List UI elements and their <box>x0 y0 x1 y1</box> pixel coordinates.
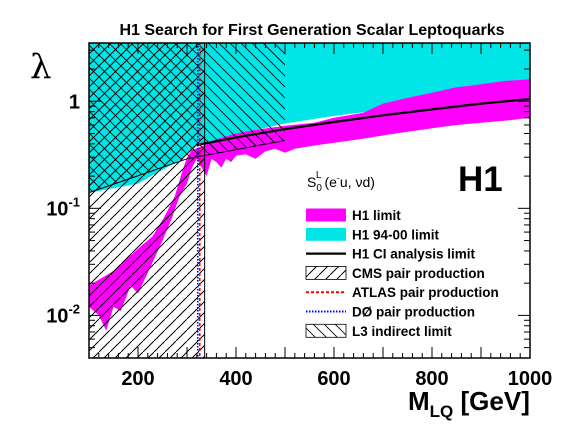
legend-label: L3 indirect limit <box>352 324 452 339</box>
legend-item-d-pair-production: DØ pair production <box>306 305 475 320</box>
x-tick-label: 400 <box>219 368 252 390</box>
legend-label: CMS pair production <box>352 266 485 281</box>
y-tick-label-base: 10 <box>46 305 68 327</box>
plot-area <box>89 43 530 358</box>
x-tick-label: 800 <box>415 368 448 390</box>
process-label-sub: 0 <box>316 183 322 194</box>
chart-title: H1 Search for First Generation Scalar Le… <box>119 22 504 39</box>
y-axis-label: λ <box>30 47 52 87</box>
y-tick-label-exp: -2 <box>68 301 80 316</box>
x-axis-label-sub: LQ <box>430 402 454 421</box>
legend: H1 limit H1 94-00 limit H1 CI analysis lim… <box>305 208 499 339</box>
x-tick-label: 1000 <box>508 368 553 390</box>
legend-item-l3-indirect-limit: L3 indirect limit <box>305 323 452 339</box>
legend-label: H1 limit <box>352 208 401 223</box>
legend-item-h1-limit: H1 limit <box>306 208 401 223</box>
legend-item-atlas-pair-production: ATLAS pair production <box>306 285 499 300</box>
y-tick-label-base: 10 <box>46 198 68 220</box>
legend-swatch <box>305 323 347 338</box>
legend-swatch <box>305 265 347 280</box>
legend-item-h1-94-00-limit: H1 94-00 limit <box>306 227 440 242</box>
x-axis-label-main: M <box>408 386 430 416</box>
legend-label: ATLAS pair production <box>352 285 499 300</box>
y-tick-label: 1 <box>69 91 80 113</box>
series-h1-limit-band <box>89 79 530 331</box>
legend-swatch <box>306 208 346 222</box>
series-l3-boundary <box>89 140 286 194</box>
legend-item-cms-pair-production: CMS pair production <box>305 265 485 281</box>
process-label-s: S <box>307 174 316 190</box>
axis-ticks <box>88 43 531 359</box>
process-label-em: - <box>337 173 340 183</box>
process-label-args: (e <box>324 174 337 190</box>
y-tick-label: 10-1 <box>46 194 80 220</box>
legend-label: H1 94-00 limit <box>352 227 440 242</box>
legend-item-h1-ci-analysis-limit: H1 CI analysis limit <box>306 247 476 262</box>
series-h1-ci-line <box>196 97 530 147</box>
x-tick-label: 600 <box>317 368 350 390</box>
x-tick-label: 200 <box>121 368 154 390</box>
process-label: S0 L (e-u, νd) <box>307 170 375 194</box>
x-axis-label-unit: [GeV] <box>453 386 530 416</box>
legend-swatch <box>306 227 346 241</box>
process-label-rest: u, νd) <box>340 174 375 190</box>
process-label-sup: L <box>316 170 322 181</box>
y-tick-label: 10-2 <box>46 301 80 327</box>
legend-label: H1 CI analysis limit <box>352 247 476 262</box>
legend-label: DØ pair production <box>352 305 475 320</box>
plot-frame <box>88 42 531 359</box>
experiment-label: H1 <box>458 160 503 199</box>
x-axis-label: MLQ [GeV] <box>408 386 530 421</box>
y-tick-label-exp: -1 <box>68 194 80 209</box>
series-l3-region <box>89 43 285 193</box>
